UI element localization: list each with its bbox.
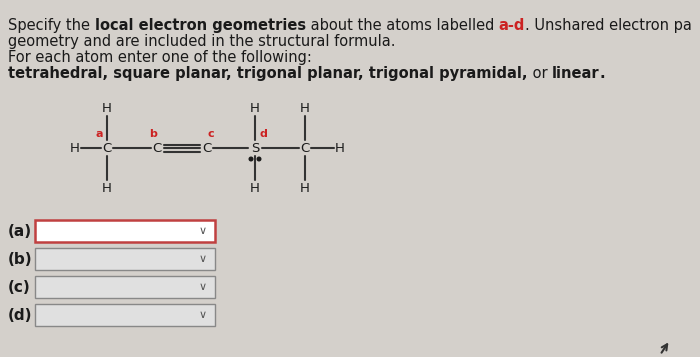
Text: H: H [102, 181, 112, 195]
Text: H: H [335, 141, 345, 155]
Text: H: H [70, 141, 80, 155]
Text: local electron geometries: local electron geometries [94, 18, 306, 33]
Text: tetrahedral, square planar, trigonal planar, trigonal pyramidal,: tetrahedral, square planar, trigonal pla… [8, 66, 528, 81]
Text: C: C [102, 141, 111, 155]
Text: H: H [300, 101, 310, 115]
Text: . Unshared electron pa: . Unshared electron pa [525, 18, 692, 33]
Text: linear: linear [552, 66, 599, 81]
Text: (b): (b) [8, 251, 33, 266]
Text: C: C [202, 141, 211, 155]
Text: (d): (d) [8, 307, 32, 322]
Text: or: or [528, 66, 552, 81]
Text: geometry and are included in the structural formula.: geometry and are included in the structu… [8, 34, 395, 49]
Text: H: H [250, 181, 260, 195]
Text: ∨: ∨ [199, 254, 207, 264]
Text: ∨: ∨ [199, 310, 207, 320]
Text: about the atoms labelled: about the atoms labelled [306, 18, 498, 33]
Text: b: b [149, 129, 157, 139]
Circle shape [257, 157, 261, 161]
Text: C: C [300, 141, 309, 155]
Text: (c): (c) [8, 280, 31, 295]
Circle shape [249, 157, 253, 161]
Text: a: a [95, 129, 103, 139]
Text: For each atom enter one of the following:: For each atom enter one of the following… [8, 50, 312, 65]
Text: H: H [250, 101, 260, 115]
Bar [35, 276, 215, 298]
Bar [35, 304, 215, 326]
Text: H: H [102, 101, 112, 115]
Bar [35, 220, 215, 242]
Text: c: c [208, 129, 214, 139]
Text: Specify the: Specify the [8, 18, 95, 33]
Bar [35, 248, 215, 270]
Text: a-d: a-d [498, 18, 525, 33]
Text: (a): (a) [8, 223, 32, 238]
Text: H: H [300, 181, 310, 195]
Text: C: C [153, 141, 162, 155]
Text: d: d [259, 129, 267, 139]
Text: .: . [599, 66, 605, 81]
Text: S: S [251, 141, 259, 155]
Text: ∨: ∨ [199, 226, 207, 236]
Text: ∨: ∨ [199, 282, 207, 292]
